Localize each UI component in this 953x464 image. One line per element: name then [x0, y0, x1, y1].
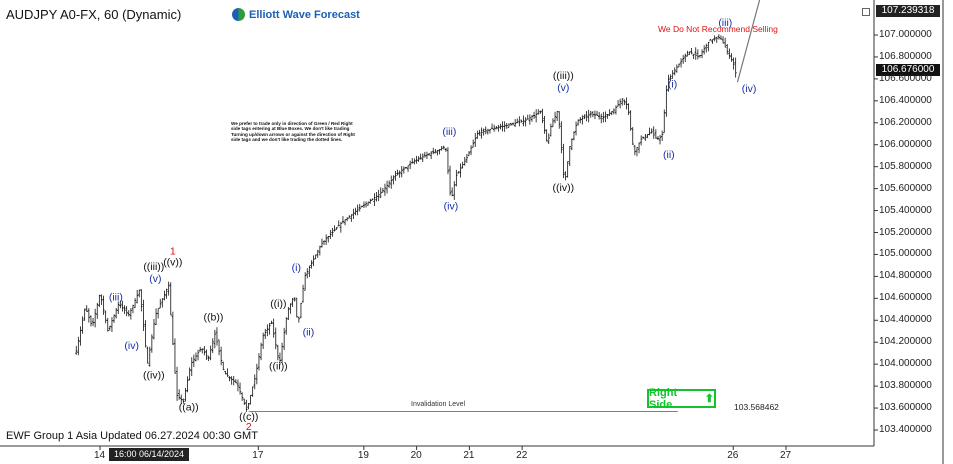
price-tick-label: 105.000000 — [879, 248, 932, 260]
wave-label: (iv) — [742, 83, 757, 95]
time-tick-label: 27 — [780, 450, 792, 461]
price-tick-layer — [874, 34, 878, 431]
price-tick-label: 103.600000 — [879, 402, 932, 414]
wave-label: (iii) — [718, 17, 732, 29]
up-arrow-icon: ⬆ — [704, 393, 714, 405]
update-note: EWF Group 1 Asia Updated 06.27.2024 00:3… — [6, 430, 258, 442]
wave-label: ((b)) — [204, 311, 224, 323]
price-tick-label: 104.400000 — [879, 314, 932, 326]
wave-label: ((iv)) — [143, 369, 165, 381]
time-cursor-label: 16:00 06/14/2024 — [109, 448, 189, 461]
time-tick-label: 21 — [463, 450, 475, 461]
current-price-marker: 106.676000 — [876, 64, 940, 76]
wave-label: 1 — [170, 245, 176, 257]
wave-label: ((iii)) — [553, 70, 574, 82]
wave-label: (ii) — [663, 149, 675, 161]
time-tick-label: 17 — [252, 450, 264, 461]
top-price-marker: 107.239318 — [876, 5, 940, 17]
wave-label: ((a)) — [179, 401, 199, 413]
price-tick-label: 104.200000 — [879, 336, 932, 348]
price-tick-label: 106.800000 — [879, 50, 932, 62]
wave-label: (ii) — [303, 327, 315, 339]
price-tick-label: 103.800000 — [879, 380, 932, 392]
warning-text: We Do Not Recommend Selling — [658, 24, 778, 34]
price-tick-label: 106.600000 — [879, 72, 932, 84]
projection-line — [736, 0, 761, 83]
wave-label: ((iv)) — [553, 182, 575, 194]
trading-note: We prefer to trade only in direction of … — [231, 121, 355, 143]
wave-label: ((iii)) — [143, 261, 164, 273]
wave-label-layer: (iii)(iv)((iii))(v)((iv))1((v))((a))((b)… — [109, 17, 757, 433]
wave-label: (i) — [292, 262, 301, 274]
time-tick-label: 19 — [357, 450, 369, 461]
chart-menu-button[interactable] — [862, 8, 870, 16]
time-tick-label: 20 — [410, 450, 422, 461]
price-tick-label: 105.800000 — [879, 160, 932, 172]
price-tick-label: 107.000000 — [879, 29, 932, 40]
price-tick-label: 106.200000 — [879, 116, 932, 128]
invalidation-label: Invalidation Level — [411, 401, 466, 408]
time-tick-layer — [99, 446, 787, 450]
wave-label: (iii) — [442, 126, 456, 138]
wave-label: (i) — [668, 79, 677, 91]
time-tick-label: 26 — [727, 450, 739, 461]
time-tick-label: 22 — [516, 450, 528, 461]
globe-icon — [232, 8, 245, 21]
price-tick-label: 103.400000 — [879, 424, 932, 435]
candle-layer — [75, 34, 737, 412]
right-side-tag: Right Side ⬆ — [647, 386, 716, 411]
wave-label: ((i)) — [270, 298, 286, 310]
wave-label: ((ii)) — [269, 361, 288, 373]
wave-label: (v) — [557, 82, 569, 94]
right-side-label: Right Side — [649, 386, 678, 411]
brand-logo: Elliott Wave Forecast — [232, 8, 360, 21]
wave-label: 2 — [246, 421, 252, 433]
projection-layer — [736, 0, 761, 83]
wave-label: ((v)) — [163, 256, 182, 268]
wave-label: (iv) — [444, 200, 459, 212]
time-tick-label: 14 — [94, 450, 106, 461]
invalidation-value: 103.568462 — [734, 402, 779, 412]
price-tick-label: 105.200000 — [879, 226, 932, 238]
wave-label: (v) — [149, 273, 161, 285]
price-tick-label: 105.400000 — [879, 204, 932, 216]
wave-label: ((c)) — [239, 411, 258, 423]
wave-label: (iv) — [124, 340, 139, 352]
price-tick-label: 106.000000 — [879, 138, 932, 150]
wave-label: (iii) — [109, 292, 123, 304]
price-tick-label: 105.600000 — [879, 182, 932, 194]
logo-text: Elliott Wave Forecast — [249, 8, 360, 21]
price-tick-label: 104.600000 — [879, 292, 932, 304]
chart-title: AUDJPY A0-FX, 60 (Dynamic) — [6, 7, 182, 22]
price-tick-label: 104.800000 — [879, 270, 932, 282]
price-tick-label: 104.000000 — [879, 358, 932, 370]
price-tick-label: 106.400000 — [879, 94, 932, 106]
